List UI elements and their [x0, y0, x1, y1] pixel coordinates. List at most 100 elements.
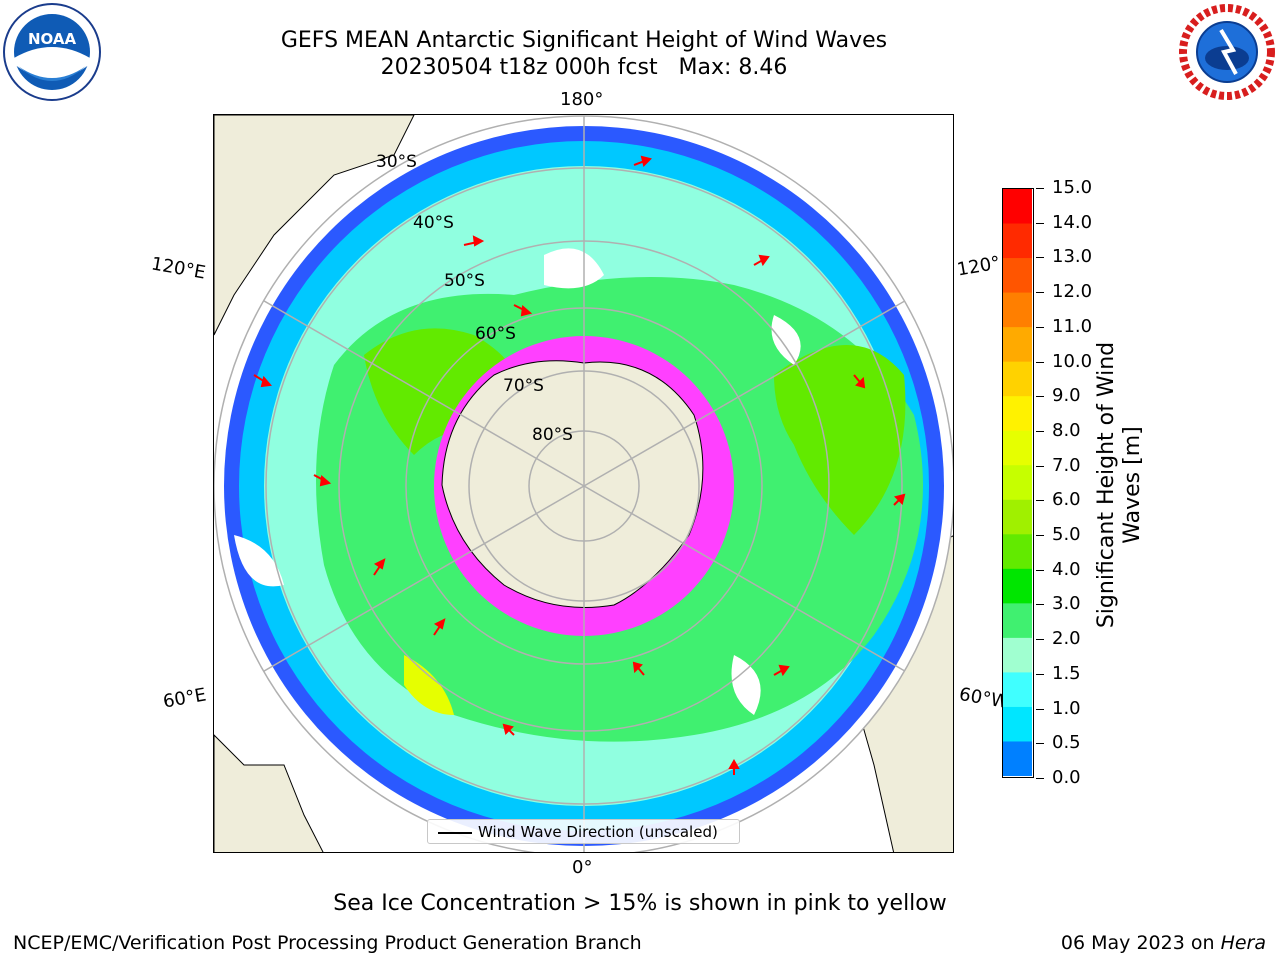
footer-left: NCEP/EMC/Verification Post Processing Pr… [13, 932, 642, 954]
colorbar-tick-label: 0.5 [1052, 732, 1081, 754]
land-corner-top-left [214, 115, 415, 336]
lat-label-60s: 60°S [475, 324, 516, 344]
colorbar-tick [1036, 326, 1044, 328]
colorbar-segment [1003, 499, 1032, 535]
colorbar-segment [1003, 189, 1032, 225]
colorbar-tick-label: 14.0 [1052, 211, 1093, 233]
colorbar-segment [1003, 292, 1032, 328]
colorbar-segment [1003, 223, 1032, 259]
colorbar-tick-label: 7.0 [1052, 454, 1081, 476]
colorbar-tick [1036, 361, 1044, 363]
colorbar-tick-label: 0.0 [1052, 767, 1081, 788]
wave-arrow-head [260, 375, 272, 388]
colorbar-segment [1003, 465, 1032, 501]
wave-arrow-head [778, 664, 790, 677]
chart-subtitle: 20230504 t18z 000h fcst Max: 8.46 [380, 55, 788, 80]
colorbar-tick [1036, 257, 1044, 259]
colorbar-tick-label: 13.0 [1052, 246, 1093, 268]
colorbar-segment [1003, 672, 1032, 708]
wave-arrow-head [434, 618, 446, 630]
footer-host: Hera [1220, 932, 1266, 954]
lat-label-80s: 80°S [532, 425, 573, 445]
map-legend: Wind Wave Direction (unscaled) [427, 819, 740, 844]
colorbar-tick [1036, 292, 1044, 294]
colorbar-tick [1036, 708, 1044, 710]
colorbar-segment [1003, 568, 1032, 604]
colorbar-segment [1003, 706, 1032, 742]
footer-right: 06 May 2023 on Hera [1061, 932, 1266, 954]
colorbar-segment [1003, 534, 1032, 570]
lon-label-bottom: 0° [572, 857, 593, 878]
colorbar-tick [1036, 396, 1044, 398]
colorbar-tick-label: 9.0 [1052, 385, 1081, 407]
colorbar-segment [1003, 396, 1032, 432]
colorbar-tick-label: 12.0 [1052, 281, 1093, 303]
colorbar-tick [1036, 188, 1044, 189]
lat-label-50s: 50°S [444, 271, 485, 291]
wave-arrow-head [520, 305, 533, 317]
lat-label-30s: 30°S [376, 152, 417, 172]
polar-map-svg [214, 115, 953, 852]
colorbar-tick [1036, 222, 1044, 224]
colorbar [1002, 188, 1034, 778]
colorbar-tick-label: 4.0 [1052, 558, 1081, 580]
colorbar-tick [1036, 535, 1044, 537]
colorbar-segment [1003, 603, 1032, 639]
noaa-logo: NOAA [2, 2, 102, 102]
colorbar-tick [1036, 430, 1044, 432]
colorbar-segment [1003, 637, 1032, 673]
colorbar-tick [1036, 673, 1044, 675]
wind-wave-arrows [253, 155, 906, 775]
wave-arrow-head [472, 235, 485, 247]
colorbar-tick-label: 1.5 [1052, 662, 1081, 684]
colorbar-tick-label: 1.0 [1052, 697, 1081, 719]
lon-label-top: 180° [560, 89, 604, 110]
colorbar-tick-label: 6.0 [1052, 489, 1081, 511]
colorbar-tick [1036, 465, 1044, 467]
colorbar-tick [1036, 500, 1044, 502]
colorbar-tick [1036, 569, 1044, 571]
colorbar-tick-label: 11.0 [1052, 315, 1093, 337]
colorbar-title-line2: Waves [m] [1120, 426, 1145, 544]
sea-ice-caption: Sea Ice Concentration > 15% is shown in … [333, 891, 947, 916]
wave-field-yellow [404, 655, 454, 715]
colorbar-segment [1003, 361, 1032, 397]
colorbar-tick-label: 15.0 [1052, 177, 1093, 198]
lon-label-upper-left: 120°E [149, 253, 208, 284]
colorbar-tick [1036, 743, 1044, 745]
colorbar-tick-label: 2.0 [1052, 628, 1081, 650]
colorbar-gradient [1003, 189, 1032, 777]
wave-arrow-head [728, 758, 740, 769]
wave-arrow-head [374, 558, 386, 570]
lon-label-upper-right: 120° [955, 252, 1002, 281]
colorbar-segment [1003, 430, 1032, 466]
wave-arrow-head [502, 723, 514, 735]
colorbar-segment [1003, 327, 1032, 363]
nws-logo [1176, 2, 1278, 102]
wave-arrow-head [758, 254, 770, 267]
wave-arrow-head [319, 475, 332, 487]
colorbar-tick [1036, 604, 1044, 606]
wave-arrow-head [632, 661, 643, 674]
legend-label: Wind Wave Direction (unscaled) [478, 823, 718, 841]
colorbar-tick-label: 3.0 [1052, 593, 1081, 615]
wave-arrow-head [855, 376, 866, 389]
colorbar-tick-label: 8.0 [1052, 419, 1081, 441]
legend-line-swatch [438, 832, 472, 834]
colorbar-tick-label: 10.0 [1052, 350, 1093, 372]
colorbar-tick-label: 5.0 [1052, 524, 1081, 546]
lat-label-70s: 70°S [503, 376, 544, 396]
wave-arrow-head [640, 155, 652, 167]
footer-date: 06 May 2023 on [1060, 932, 1221, 954]
colorbar-segment [1003, 741, 1032, 777]
svg-text:NOAA: NOAA [28, 30, 77, 48]
colorbar-tick [1036, 639, 1044, 641]
colorbar-segment [1003, 258, 1032, 294]
colorbar-title: Significant Height of Wind Waves [m] [1094, 325, 1146, 645]
colorbar-tick [1036, 778, 1044, 779]
lat-label-40s: 40°S [413, 213, 454, 233]
land-corner-bottom-left [214, 734, 324, 852]
wave-field-green-3 [774, 345, 906, 535]
polar-map [213, 114, 954, 853]
wave-arrow-head [894, 493, 906, 505]
